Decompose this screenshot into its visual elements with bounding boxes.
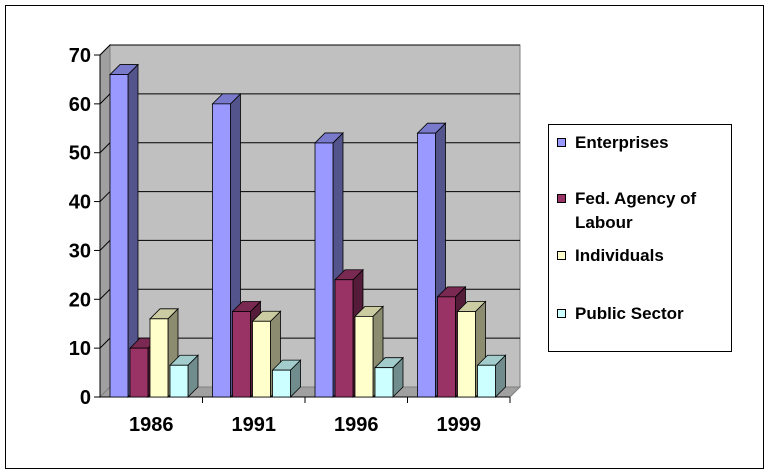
- bar-front: [149, 318, 169, 398]
- bar-front: [212, 103, 231, 398]
- bar-front: [477, 364, 496, 398]
- bar-front: [437, 296, 456, 398]
- bar-front: [129, 347, 149, 398]
- legend: Enterprises Fed. Agency of Labour Indivi…: [548, 124, 732, 352]
- bar-public-sector-1996: [374, 356, 404, 398]
- x-tick-labels: 1986 1991 1996 1999: [129, 414, 481, 436]
- x-tick-label: 1999: [437, 414, 482, 436]
- x-tick-label: 1986: [129, 414, 174, 436]
- legend-item-enterprises: Enterprises: [557, 131, 729, 155]
- bar-front: [417, 132, 436, 398]
- bar-front: [272, 369, 291, 398]
- legend-swatch: [557, 138, 566, 147]
- x-tick-label: 1991: [232, 414, 277, 436]
- bars: [109, 63, 507, 398]
- gridline: [99, 44, 520, 56]
- legend-item-public-sector: Public Sector: [557, 302, 729, 326]
- legend-label: Individuals: [575, 246, 664, 265]
- legend-swatch: [557, 309, 566, 318]
- bar-enterprises-1986: [109, 63, 139, 398]
- legend-item-individuals: Individuals: [557, 244, 729, 268]
- side-wall: [99, 43, 111, 399]
- bar-public-sector-1999: [476, 354, 507, 398]
- legend-item-fed-agency: Fed. Agency of Labour: [557, 187, 729, 235]
- bar-front: [334, 279, 354, 398]
- bar-front: [314, 142, 334, 398]
- y-tick-labels: 0 10 20 30 40 50 60 70: [69, 45, 91, 409]
- bar-front: [457, 311, 476, 398]
- y-tick-label: 20: [69, 289, 91, 311]
- bar-front: [109, 74, 129, 398]
- bar-front: [374, 367, 394, 398]
- bar-front: [354, 315, 374, 398]
- bar-front: [169, 364, 189, 398]
- legend-label: Fed. Agency of Labour: [575, 189, 697, 232]
- y-tick-label: 0: [80, 387, 91, 409]
- x-tick-label: 1996: [334, 414, 379, 436]
- bar-public-sector-1986: [169, 354, 199, 398]
- legend-label: Enterprises: [575, 133, 669, 152]
- legend-label: Public Sector: [575, 304, 684, 323]
- y-tick-label: 60: [69, 94, 91, 116]
- y-tick-label: 40: [69, 192, 91, 214]
- legend-swatch: [557, 251, 566, 260]
- y-tick-label: 70: [69, 45, 91, 67]
- legend-swatch: [557, 194, 566, 203]
- bar-front: [252, 320, 271, 398]
- y-tick-label: 10: [69, 338, 91, 360]
- y-tick-label: 30: [69, 240, 91, 262]
- bar-front: [232, 311, 251, 398]
- bar-public-sector-1991: [271, 359, 302, 398]
- y-tick-label: 50: [69, 143, 91, 165]
